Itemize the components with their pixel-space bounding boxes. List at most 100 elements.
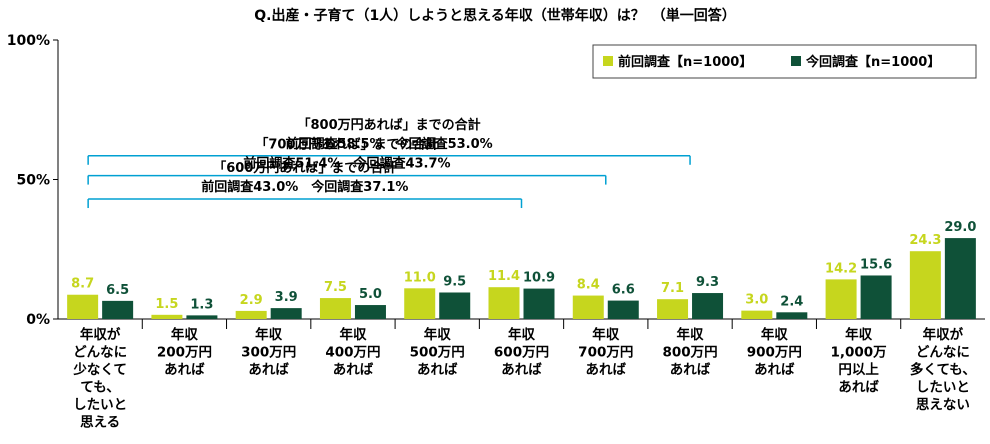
- bar-current: [944, 238, 976, 319]
- bar-current: [439, 292, 471, 319]
- y-tick-label: 100%: [7, 33, 50, 49]
- data-label-previous: 24.3: [909, 233, 941, 248]
- data-label-current: 29.0: [944, 220, 976, 235]
- data-label-previous: 11.0: [404, 270, 436, 285]
- category-label: 1,000万: [830, 345, 886, 361]
- bar-current: [607, 300, 639, 319]
- category-label: あれば: [670, 362, 711, 378]
- data-label-previous: 8.4: [577, 278, 600, 293]
- data-label-current: 5.0: [359, 287, 382, 302]
- bar-previous: [909, 251, 941, 319]
- category-labels: 年収がどんなに少なくてても、したいと思える年収200万円あれば年収300万円あれ…: [72, 326, 976, 431]
- category-label: 年収: [339, 326, 366, 343]
- data-label-previous: 3.0: [745, 293, 768, 308]
- data-label-previous: 2.9: [240, 293, 263, 308]
- bar-previous: [741, 310, 773, 319]
- category-label: 400万円: [325, 345, 380, 361]
- bar-previous: [404, 288, 436, 319]
- category-label: あれば: [501, 362, 542, 378]
- data-label-current: 2.4: [780, 294, 803, 309]
- annotation-title: 「800万円あれば」までの合計: [298, 117, 481, 133]
- category-label: 年収が: [80, 326, 121, 343]
- bar-previous: [572, 295, 604, 319]
- data-label-current: 15.6: [860, 257, 892, 272]
- category-label: ても、: [80, 380, 119, 396]
- data-label-current: 6.6: [612, 283, 635, 298]
- category-label: 500万円: [410, 345, 465, 361]
- data-label-previous: 1.5: [155, 297, 178, 312]
- bar-previous: [488, 287, 520, 319]
- y-ticks: 0% 50% 100%: [7, 33, 58, 328]
- category-label: 年収: [508, 326, 536, 343]
- legend-label: 前回調査【n=1000】: [618, 54, 752, 70]
- data-label-previous: 11.4: [488, 269, 520, 284]
- category-label: 年収: [677, 326, 704, 343]
- category-label: あれば: [586, 362, 627, 378]
- bar-current: [270, 308, 302, 319]
- category-label: 多くても、: [910, 361, 976, 378]
- legend-swatch: [791, 56, 801, 66]
- category-label: どんなに: [73, 345, 127, 361]
- category-label: どんなに: [916, 345, 970, 361]
- category-label: 200万円: [157, 345, 212, 361]
- annotation-detail: 前回調査43.0% 今回調査37.1%: [201, 179, 408, 195]
- annotation-title: 「600万円あれば」までの合計: [213, 160, 396, 176]
- bar-current: [860, 275, 892, 319]
- data-label-current: 1.3: [190, 297, 213, 312]
- data-label-current: 10.9: [523, 271, 555, 286]
- bar-current: [186, 315, 218, 319]
- chart-title: Q.出産・子育て（1人）しようと思える年収（世帯年収）は？ （単一回答）: [254, 7, 736, 24]
- category-label: あれば: [754, 362, 795, 378]
- category-label: 300万円: [241, 345, 296, 361]
- bar-previous: [657, 299, 689, 319]
- category-label: 年収: [255, 326, 282, 343]
- bar-current: [354, 305, 386, 319]
- category-label: 900万円: [747, 345, 802, 361]
- annotation-detail: 前回調査51.4% 今回調査43.7%: [243, 156, 450, 172]
- bar-previous: [825, 279, 857, 319]
- legend-swatch: [603, 56, 613, 66]
- category-label: 年収: [592, 326, 620, 343]
- category-label: 600万円: [494, 345, 549, 361]
- category-label: あれば: [333, 362, 374, 378]
- y-tick-label: 0%: [26, 312, 50, 328]
- data-label-previous: 8.7: [71, 277, 94, 292]
- category-label: 円以上: [838, 362, 879, 378]
- category-label: 年収: [845, 326, 872, 343]
- category-label: 700万円: [578, 345, 633, 361]
- data-label-previous: 7.1: [661, 281, 684, 296]
- category-label: あれば: [164, 362, 205, 378]
- legend-box: [592, 44, 977, 79]
- category-label: 800万円: [662, 345, 717, 361]
- data-label-previous: 14.2: [825, 261, 857, 276]
- data-label-current: 6.5: [106, 283, 129, 298]
- category-label: したいと: [73, 397, 127, 413]
- data-label-previous: 7.5: [324, 280, 347, 295]
- data-labels: 8.7 6.5 1.5 1.3 2.9 3.9 7.5 5.0 11.0 9.5 11.4 10.9 8…: [71, 220, 976, 312]
- category-label: 思えない: [916, 397, 970, 413]
- bar-current: [692, 293, 724, 319]
- bar-previous: [151, 314, 183, 319]
- category-label: 少なくて: [72, 362, 127, 378]
- category-label: したいと: [916, 380, 970, 396]
- bar-current: [102, 300, 134, 319]
- y-tick-label: 50%: [16, 173, 50, 189]
- legend-label: 今回調査【n=1000】: [805, 54, 940, 70]
- category-label: あれば: [248, 362, 289, 378]
- category-label: 年収: [424, 326, 451, 343]
- bars: [67, 238, 976, 319]
- category-label: 年収が: [923, 326, 964, 343]
- category-label: 思える: [80, 415, 120, 431]
- bar-previous: [319, 298, 351, 319]
- category-label: 年収: [761, 326, 788, 343]
- category-label: 年収: [171, 326, 198, 343]
- category-label: あれば: [417, 362, 458, 378]
- annotation-title: 「700万円あれば」までの合計: [255, 137, 438, 153]
- category-label: あれば: [838, 380, 879, 396]
- data-label-current: 9.3: [696, 275, 719, 290]
- bar-current: [776, 312, 808, 319]
- bar-current: [523, 288, 555, 319]
- bar-previous: [235, 310, 267, 319]
